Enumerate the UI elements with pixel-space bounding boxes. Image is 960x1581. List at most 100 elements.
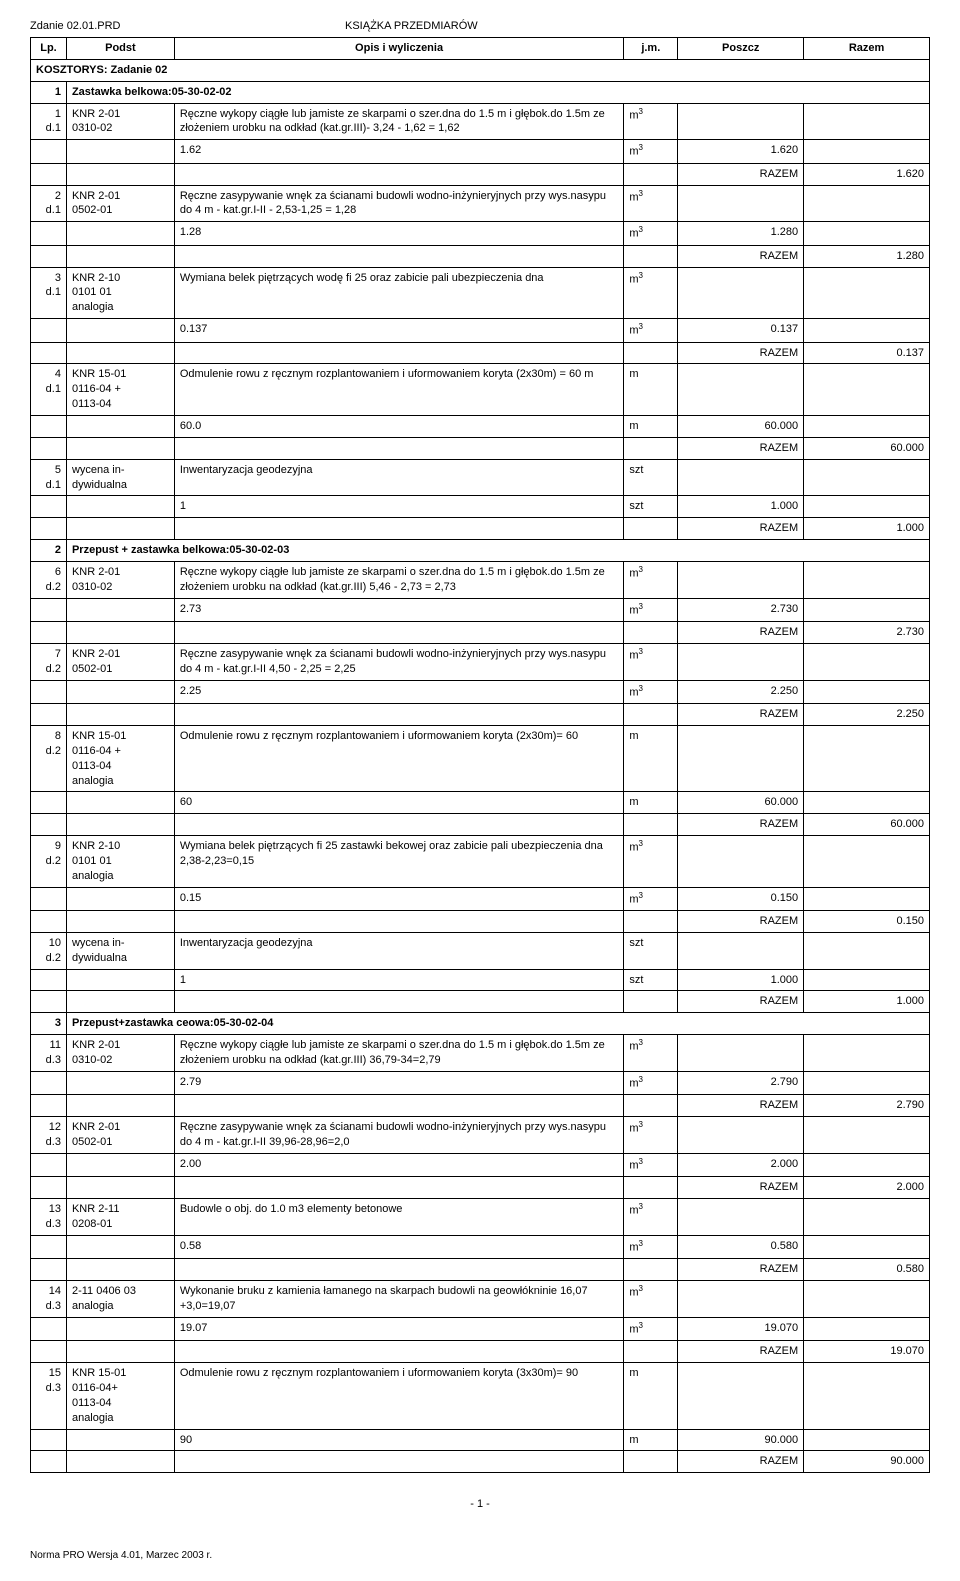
calc-expr: 1.28	[174, 222, 624, 246]
razem-row: RAZEM0.150	[31, 911, 930, 933]
item-lp: 11d.3	[31, 1035, 67, 1072]
footer-note: Norma PRO Wersja 4.01, Marzec 2003 r.	[30, 1550, 930, 1561]
calc-poszcz: 1.620	[678, 140, 804, 164]
section-row: 2Przepust + zastawka belkowa:05-30-02-03	[31, 540, 930, 562]
item-podst: KNR 2-010502-01	[66, 185, 174, 222]
razem-value: 0.580	[804, 1259, 930, 1281]
razem-row: RAZEM60.000	[31, 437, 930, 459]
razem-label: RAZEM	[678, 163, 804, 185]
item-poszcz	[678, 932, 804, 969]
item-jm: m3	[624, 267, 678, 319]
calc-expr: 0.137	[174, 319, 624, 343]
item-opis: Ręczne wykopy ciągłe lub jamiste ze skar…	[174, 103, 624, 140]
section-row: 1Zastawka belkowa:05-30-02-02	[31, 81, 930, 103]
calc-expr: 1.62	[174, 140, 624, 164]
razem-label: RAZEM	[678, 1095, 804, 1117]
calc-jm: m3	[624, 887, 678, 911]
item-row: 6d.2KNR 2-010310-02Ręczne wykopy ciągłe …	[31, 561, 930, 598]
section-no: 3	[31, 1013, 67, 1035]
item-jm: m	[624, 1363, 678, 1429]
razem-row: RAZEM90.000	[31, 1451, 930, 1473]
item-lp: 12d.3	[31, 1117, 67, 1154]
item-razem	[804, 364, 930, 416]
razem-value: 0.150	[804, 911, 930, 933]
razem-value: 1.000	[804, 991, 930, 1013]
calc-expr: 2.79	[174, 1071, 624, 1095]
item-opis: Odmulenie rowu z ręcznym rozplantowaniem…	[174, 725, 624, 791]
cost-table: Lp. Podst Opis i wyliczenia j.m. Poszcz …	[30, 37, 930, 1473]
calc-expr: 1	[174, 969, 624, 991]
item-podst: KNR 2-010502-01	[66, 643, 174, 680]
item-razem	[804, 932, 930, 969]
item-jm: m3	[624, 1035, 678, 1072]
razem-row: RAZEM19.070	[31, 1341, 930, 1363]
item-row: 15d.3KNR 15-010116-04+0113-04analogiaOdm…	[31, 1363, 930, 1429]
calc-row: 2.00m32.000	[31, 1153, 930, 1177]
item-row: 8d.2KNR 15-010116-04 +0113-04analogiaOdm…	[31, 725, 930, 791]
item-podst: KNR 2-010310-02	[66, 561, 174, 598]
item-razem	[804, 1035, 930, 1072]
item-poszcz	[678, 561, 804, 598]
razem-value: 19.070	[804, 1341, 930, 1363]
calc-jm: m	[624, 792, 678, 814]
calc-poszcz: 0.150	[678, 887, 804, 911]
razem-label: RAZEM	[678, 1341, 804, 1363]
razem-label: RAZEM	[678, 1451, 804, 1473]
calc-poszcz: 2.790	[678, 1071, 804, 1095]
item-row: 3d.1KNR 2-100101 01analogiaWymiana belek…	[31, 267, 930, 319]
item-opis: Budowle o obj. do 1.0 m3 elementy betono…	[174, 1199, 624, 1236]
section-row: 3Przepust+zastawka ceowa:05-30-02-04	[31, 1013, 930, 1035]
razem-label: RAZEM	[678, 814, 804, 836]
razem-value: 2.000	[804, 1177, 930, 1199]
item-lp: 14d.3	[31, 1281, 67, 1318]
razem-label: RAZEM	[678, 518, 804, 540]
item-podst: KNR 2-100101 01analogia	[66, 267, 174, 319]
col-podst: Podst	[66, 38, 174, 60]
item-poszcz	[678, 836, 804, 888]
item-lp: 6d.2	[31, 561, 67, 598]
calc-row: 60m60.000	[31, 792, 930, 814]
item-podst: KNR 15-010116-04 +0113-04	[66, 364, 174, 416]
item-razem	[804, 459, 930, 496]
item-row: 2d.1KNR 2-010502-01Ręczne zasypywanie wn…	[31, 185, 930, 222]
table-header-row: Lp. Podst Opis i wyliczenia j.m. Poszcz …	[31, 38, 930, 60]
item-opis: Ręczne zasypywanie wnęk za ścianami budo…	[174, 185, 624, 222]
calc-poszcz: 90.000	[678, 1429, 804, 1451]
kosztorys-title: KOSZTORYS: Zadanie 02	[31, 59, 930, 81]
calc-expr: 90	[174, 1429, 624, 1451]
item-lp: 10d.2	[31, 932, 67, 969]
razem-row: RAZEM2.730	[31, 622, 930, 644]
item-jm: szt	[624, 459, 678, 496]
razem-label: RAZEM	[678, 622, 804, 644]
calc-row: 2.73m32.730	[31, 598, 930, 622]
calc-row: 2.79m32.790	[31, 1071, 930, 1095]
razem-label: RAZEM	[678, 245, 804, 267]
razem-label: RAZEM	[678, 704, 804, 726]
razem-row: RAZEM1.000	[31, 991, 930, 1013]
calc-poszcz: 60.000	[678, 792, 804, 814]
item-podst: KNR 2-010310-02	[66, 103, 174, 140]
item-podst: 2-11 0406 03analogia	[66, 1281, 174, 1318]
section-title: Przepust+zastawka ceowa:05-30-02-04	[66, 1013, 929, 1035]
calc-jm: m3	[624, 1317, 678, 1341]
calc-row: 1.28m31.280	[31, 222, 930, 246]
item-lp: 9d.2	[31, 836, 67, 888]
item-opis: Ręczne wykopy ciągłe lub jamiste ze skar…	[174, 561, 624, 598]
item-lp: 4d.1	[31, 364, 67, 416]
item-podst: KNR 15-010116-04 +0113-04analogia	[66, 725, 174, 791]
razem-value: 1.000	[804, 518, 930, 540]
item-razem	[804, 1281, 930, 1318]
item-opis: Ręczne zasypywanie wnęk za ścianami budo…	[174, 643, 624, 680]
razem-value: 2.250	[804, 704, 930, 726]
col-lp: Lp.	[31, 38, 67, 60]
calc-poszcz: 19.070	[678, 1317, 804, 1341]
calc-row: 0.137m30.137	[31, 319, 930, 343]
kosztorys-title-row: KOSZTORYS: Zadanie 02	[31, 59, 930, 81]
calc-jm: m3	[624, 1235, 678, 1259]
item-jm: m3	[624, 1199, 678, 1236]
calc-row: 60.0m60.000	[31, 416, 930, 438]
razem-label: RAZEM	[678, 991, 804, 1013]
calc-row: 1szt1.000	[31, 969, 930, 991]
calc-poszcz: 0.580	[678, 1235, 804, 1259]
calc-row: 0.58m30.580	[31, 1235, 930, 1259]
